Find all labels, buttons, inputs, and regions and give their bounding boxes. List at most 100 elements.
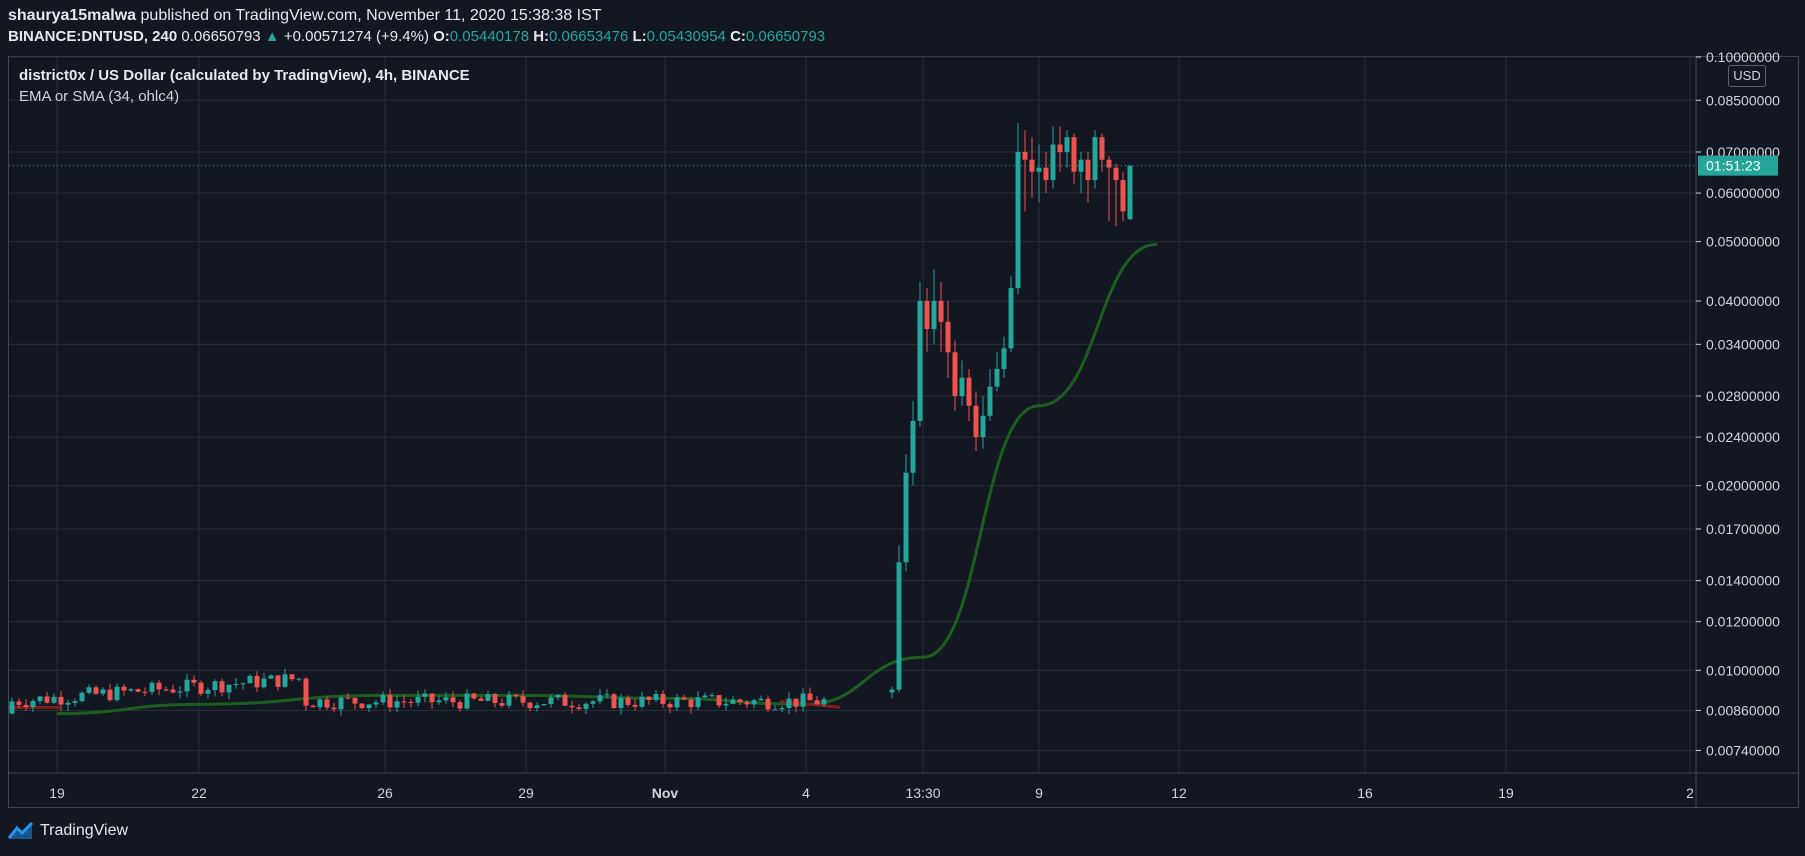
- candle-body-138: [1036, 167, 1042, 172]
- y-tick-label-7: 0.02800000: [1706, 388, 1780, 404]
- candle-body-20: [149, 682, 155, 692]
- y-tick-label-10: 0.01700000: [1706, 521, 1780, 537]
- candle-body-135: [1015, 151, 1021, 289]
- currency-button[interactable]: USD: [1728, 65, 1766, 87]
- x-tick-label-10: 19: [1498, 785, 1514, 801]
- high-value: 0.06653476: [549, 28, 629, 45]
- candle-body-19: [142, 691, 148, 693]
- candle-body-136: [1022, 151, 1028, 160]
- candle-body-33: [240, 683, 246, 685]
- candle-body-111: [786, 698, 792, 708]
- candle-body-86: [611, 694, 617, 709]
- candle-body-119: [903, 472, 909, 563]
- candle-body-37: [268, 675, 274, 679]
- candle-body-80: [569, 705, 575, 708]
- candle-body-101: [716, 695, 722, 706]
- candle-body-43: [310, 705, 316, 708]
- candle-body-77: [548, 697, 554, 705]
- candle-body-93: [660, 694, 666, 704]
- candle-body-26: [191, 679, 197, 683]
- symbol-description: district0x / US Dollar (calculated by Tr…: [19, 67, 470, 84]
- candle-body-6: [51, 696, 57, 703]
- candle-body-32: [233, 684, 239, 686]
- candle-body-147: [1099, 137, 1105, 160]
- candle-body-62: [443, 697, 449, 701]
- candle-body-30: [219, 681, 225, 693]
- candle-body-134: [1008, 288, 1014, 349]
- candle-body-4: [37, 696, 43, 702]
- candle-body-98: [695, 697, 701, 708]
- candle-body-40: [289, 674, 295, 680]
- candle-body-13: [100, 689, 106, 694]
- candle-body-149: [1113, 167, 1119, 181]
- candle-body-112: [793, 698, 799, 707]
- time-axis: 19 22 26 29 Nov 4 13:30 9 12 16 19 2: [49, 785, 1694, 801]
- author-name: shaurya15malwa: [8, 7, 137, 24]
- candle-body-116: [821, 699, 827, 705]
- candle-body-140: [1050, 144, 1056, 181]
- candle-body-87: [618, 697, 624, 709]
- open-value: 0.05440178: [449, 28, 530, 45]
- x-tick-label-5: 4: [802, 785, 810, 801]
- candle-body-106: [751, 700, 757, 705]
- candle-body-114: [807, 693, 813, 701]
- candle-body-110: [779, 707, 785, 710]
- candle-body-22: [163, 689, 169, 691]
- candle-body-16: [121, 686, 127, 691]
- candle-body-24: [177, 691, 183, 693]
- candle-body-55: [394, 701, 400, 708]
- candle-body-83: [590, 701, 596, 704]
- candle-body-75: [534, 705, 540, 709]
- candle-body-29: [212, 681, 218, 691]
- tradingview-brand[interactable]: TradingView: [8, 822, 128, 840]
- candle-body-5: [44, 696, 50, 703]
- y-tick-label-11: 0.01400000: [1706, 573, 1780, 589]
- candle-body-23: [170, 689, 176, 693]
- candle-body-78: [555, 694, 561, 698]
- candle-body-145: [1085, 159, 1091, 181]
- candle-body-102: [723, 703, 729, 706]
- y-tick-label-12: 0.01200000: [1706, 614, 1780, 630]
- candle-body-120: [910, 420, 916, 473]
- candle-body-56: [401, 701, 407, 703]
- ohlc-bar: BINANCE:DNTUSD, 240 0.06650793 ▲ +0.0057…: [8, 28, 825, 45]
- candle-body-88: [625, 697, 631, 705]
- candle-body-121: [917, 301, 923, 421]
- indicator-legend[interactable]: EMA or SMA (34, ohlc4): [19, 88, 180, 105]
- candle-body-73: [520, 696, 526, 703]
- candle-body-27: [198, 682, 204, 694]
- candle-body-34: [247, 675, 253, 684]
- x-tick-label-9: 16: [1357, 785, 1373, 801]
- candle-body-67: [478, 698, 484, 701]
- candle-body-50: [359, 703, 365, 709]
- candle-body-126: [952, 352, 958, 397]
- candle-body-100: [709, 695, 715, 697]
- brand-name: TradingView: [40, 822, 129, 839]
- y-tick-label-15: 0.00740000: [1706, 742, 1780, 758]
- candle-body-71: [506, 694, 512, 706]
- countdown-tag: 01:51:23: [1698, 155, 1778, 176]
- candle-body-107: [758, 698, 764, 701]
- x-tick-label-11: 2: [1686, 785, 1694, 801]
- countdown-badge: [1698, 155, 1778, 176]
- y-tick-label-3: 0.06000000: [1706, 185, 1780, 201]
- candle-body-89: [632, 704, 638, 707]
- candle-body-108: [765, 698, 771, 710]
- y-tick-label-8: 0.02400000: [1706, 429, 1780, 445]
- candle-body-143: [1071, 137, 1077, 172]
- candle-body-142: [1064, 137, 1070, 152]
- candle-body-57: [408, 701, 414, 703]
- candle-body-96: [681, 697, 687, 700]
- candle-body-118: [896, 562, 902, 690]
- y-tick-label-0: 0.10000000: [1706, 49, 1780, 65]
- candle-body-12: [93, 687, 99, 694]
- low-value: 0.05430954: [646, 28, 726, 45]
- candle-body-95: [674, 697, 680, 708]
- candle-body-39: [282, 674, 288, 687]
- candle-body-105: [744, 701, 750, 705]
- candle-body-60: [429, 693, 435, 703]
- candle-body-51: [366, 704, 372, 709]
- symbol-label: BINANCE:DNTUSD, 240: [8, 28, 178, 45]
- candle-body-44: [317, 699, 323, 708]
